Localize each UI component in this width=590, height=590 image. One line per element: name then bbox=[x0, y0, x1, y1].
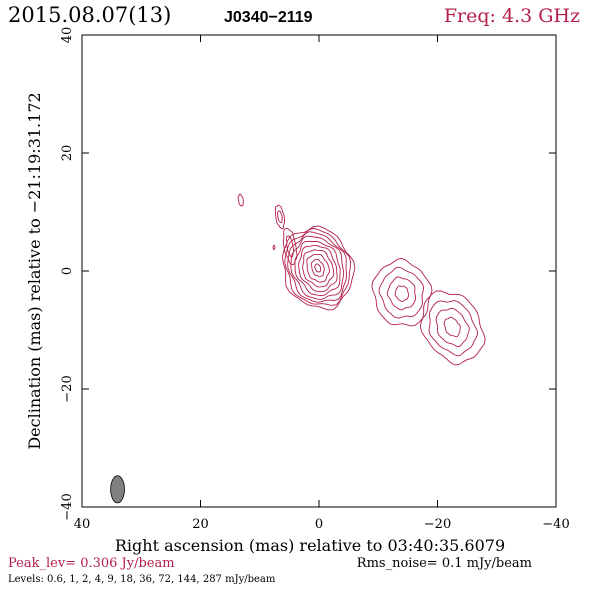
contour-line bbox=[298, 244, 338, 292]
contour-line bbox=[306, 253, 330, 283]
source-name: J0340−2119 bbox=[224, 9, 313, 26]
plot-frame bbox=[81, 34, 557, 508]
contour-line bbox=[282, 227, 298, 265]
x-tick-label: 0 bbox=[315, 517, 323, 532]
contour-line bbox=[386, 276, 417, 311]
contour-line bbox=[314, 263, 322, 273]
contour-line bbox=[282, 225, 356, 311]
observation-date: 2015.08.07(13) bbox=[8, 3, 171, 27]
rms-noise: Rms_noise= 0.1 mJy/beam bbox=[357, 556, 532, 571]
axis-ticks bbox=[81, 34, 557, 508]
contour-line bbox=[394, 285, 410, 302]
y-axis-label: Declination (mas) relative to −21:19:31.… bbox=[25, 92, 44, 449]
y-tick-label: −40 bbox=[60, 493, 75, 520]
contour-group-core bbox=[282, 225, 356, 311]
contour-line bbox=[294, 240, 341, 297]
y-tick-label: 40 bbox=[60, 27, 75, 44]
contour-line bbox=[378, 266, 425, 319]
y-tick-label: −20 bbox=[60, 375, 75, 402]
contour-line bbox=[419, 290, 486, 366]
x-tick-label: −40 bbox=[542, 517, 569, 532]
contour-line bbox=[435, 307, 470, 348]
contour-line bbox=[272, 244, 276, 251]
x-axis-label: Right ascension (mas) relative to 03:40:… bbox=[115, 536, 505, 555]
contour-line bbox=[284, 227, 352, 306]
x-tick-label: −20 bbox=[424, 517, 451, 532]
contour-line bbox=[290, 235, 345, 300]
beam-layer bbox=[110, 475, 125, 504]
contour-group-counterjet-blob-4 bbox=[272, 244, 276, 251]
contour-line bbox=[286, 235, 295, 258]
y-tick-label: 20 bbox=[60, 145, 75, 162]
frequency-label: Freq: 4.3 GHz bbox=[444, 5, 580, 27]
peak-level: Peak_lev= 0.306 Jy/beam bbox=[8, 556, 175, 571]
contour-line bbox=[310, 258, 325, 278]
contour-group-counterjet-blob-3 bbox=[237, 193, 244, 207]
contour-line bbox=[237, 193, 244, 207]
contour-levels: Levels: 0.6, 1, 2, 4, 9, 18, 36, 72, 144… bbox=[8, 574, 276, 585]
contour-line bbox=[287, 231, 347, 303]
y-tick-label: 0 bbox=[60, 267, 75, 275]
contour-line bbox=[443, 316, 461, 338]
x-tick-label: 40 bbox=[74, 517, 91, 532]
contour-group-jet-knot-2 bbox=[419, 290, 486, 366]
contour-group-counterjet-blob-1 bbox=[282, 227, 298, 265]
x-tick-label: 20 bbox=[192, 517, 209, 532]
contour-line bbox=[302, 249, 335, 288]
contour-layer bbox=[237, 193, 486, 366]
beam-ellipse bbox=[110, 475, 125, 504]
contour-line bbox=[428, 300, 478, 357]
x-tick-labels: 40 20 0 −20 −40 bbox=[74, 517, 570, 532]
contour-group-counterjet-blob-2 bbox=[274, 204, 286, 230]
contour-line bbox=[277, 210, 283, 223]
contour-line bbox=[274, 204, 286, 230]
y-tick-labels: −40 −20 0 20 40 bbox=[60, 27, 75, 521]
